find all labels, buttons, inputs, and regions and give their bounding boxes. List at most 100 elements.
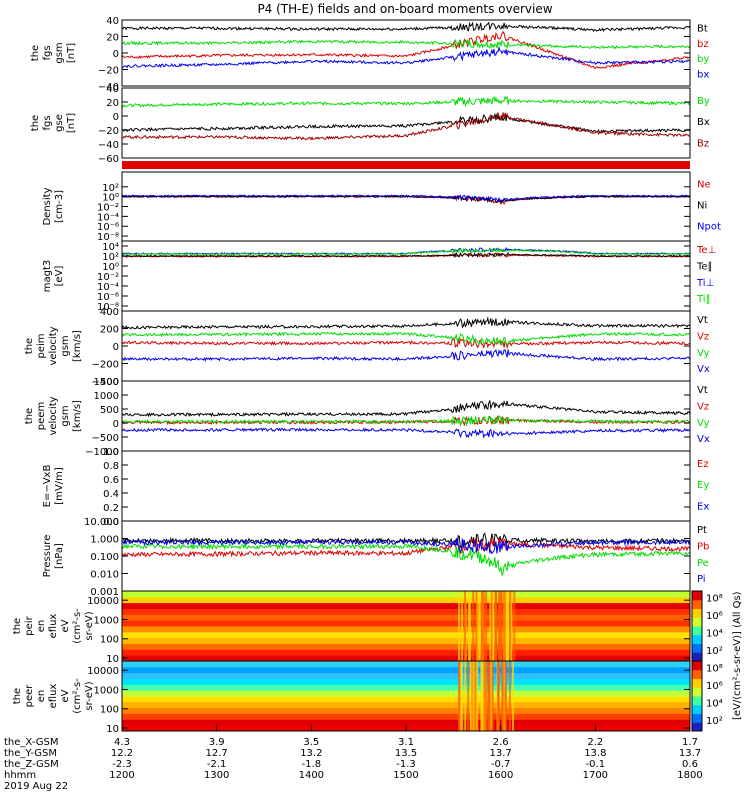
heatmap-stripe xyxy=(468,591,470,661)
colorbar-swatch xyxy=(692,626,702,636)
x-tick-label: 1300 xyxy=(204,770,229,781)
heatmap-band xyxy=(122,701,690,709)
series-fgs-Bt xyxy=(121,21,691,33)
y-tick-label: 1500 xyxy=(94,377,119,388)
series-pressure-Pi xyxy=(121,537,691,555)
heatmap-band xyxy=(122,649,690,656)
y-tick-label: 10⁰ xyxy=(102,193,119,204)
heatmap-band xyxy=(122,707,690,714)
heatmap-stripe xyxy=(481,661,484,731)
y-tick-label: 1.0 xyxy=(103,447,119,458)
x-tick-label: 3.9 xyxy=(209,737,225,748)
y-tick-label: 40 xyxy=(106,84,119,95)
legend-bz: bz xyxy=(697,39,709,50)
series-fgs-bx xyxy=(121,45,691,69)
legend-Ey: Ey xyxy=(697,480,709,491)
heatmap-stripe xyxy=(492,591,495,661)
x-row-label: 2019 Aug 22 xyxy=(4,781,68,792)
heatmap-stripe xyxy=(490,661,493,731)
series-temperature-Te∥ xyxy=(121,251,691,258)
y-axis-label: (cm²-s- xyxy=(72,678,83,714)
heatmap-stripe xyxy=(481,591,483,661)
y-tick-label: 0.6 xyxy=(103,475,119,486)
y-tick-label: −60 xyxy=(98,154,119,165)
heatmap-stripe xyxy=(472,591,475,661)
panel-peem_velocity: 1500 1000 500 0 −500 −1000 the peem velocity gsm[… xyxy=(24,377,710,458)
colorbar-swatch xyxy=(692,617,702,627)
y-axis-label: [eV] xyxy=(54,266,65,287)
y-axis-label: the xyxy=(30,45,41,61)
y-axis-label: eV xyxy=(60,619,71,632)
heatmap-stripe xyxy=(512,661,514,731)
x-tick-label: 13.7 xyxy=(679,748,701,759)
heatmap-stripe xyxy=(471,661,474,731)
y-axis-label: gse xyxy=(54,114,65,132)
x-tick-label: 1600 xyxy=(488,770,513,781)
y-axis-label: sr-eV) xyxy=(84,611,95,640)
legend-By: By xyxy=(697,96,710,107)
x-tick-label: 1200 xyxy=(109,770,134,781)
x-tick-label: 13.5 xyxy=(395,748,417,759)
colorbar-tick-label: 10⁴ xyxy=(706,629,723,640)
colorbar-0: 10⁸ 10⁶ 10⁴ 10² xyxy=(691,590,723,662)
heatmap-band xyxy=(122,690,690,697)
colorbar-tick-label: 10⁶ xyxy=(706,681,723,692)
y-axis-label: gsm xyxy=(60,335,71,356)
heatmap-band xyxy=(122,614,690,621)
heatmap-stripe xyxy=(485,591,488,661)
colorbar-swatch xyxy=(692,608,702,618)
x-row-label: the_Y-GSM xyxy=(4,748,57,759)
y-axis-label: E=−VxB xyxy=(42,465,53,508)
legend-Ez: Ez xyxy=(697,459,709,470)
y-tick-label: 500 xyxy=(100,405,119,416)
heatmap-stripe xyxy=(464,661,467,731)
heatmap-stripe xyxy=(497,591,500,661)
colorbar-swatch xyxy=(692,599,702,609)
series-peim_velocity-Vx xyxy=(121,348,691,362)
panel-peir_energy_flux: 10000 1000 100 10 the peir en eflux eV (cm²-s-sr-… xyxy=(12,590,691,665)
heatmap-stripe xyxy=(461,661,464,731)
series-pressure-Pe xyxy=(121,542,691,577)
series-temperature-Ti∥ xyxy=(121,246,691,256)
series-pressure-Pb xyxy=(121,537,691,558)
y-axis-label: fgs xyxy=(42,115,53,130)
heatmap-stripe xyxy=(513,591,516,661)
y-tick-label: 10² xyxy=(102,252,119,263)
legend-Pb: Pb xyxy=(697,541,709,552)
x-tick-label: 1.7 xyxy=(682,737,698,748)
legend-Vt: Vt xyxy=(697,315,708,326)
heatmap-band xyxy=(122,661,690,668)
y-axis-label: the xyxy=(30,115,41,131)
legend-Vz: Vz xyxy=(697,401,709,412)
colorbar-swatch xyxy=(692,652,702,662)
colorbar-swatch xyxy=(692,643,702,653)
colorbar-tick-label: 10⁴ xyxy=(706,699,723,710)
heatmap-stripe xyxy=(483,661,486,731)
legend-Ex: Ex xyxy=(697,501,709,512)
y-axis-label: the xyxy=(12,688,23,704)
heatmap-band xyxy=(122,602,690,609)
legend-bx: bx xyxy=(697,70,709,81)
x-row-label: the_X-GSM xyxy=(4,737,58,748)
x-tick-label: 0.6 xyxy=(682,759,698,770)
y-tick-label: 400 xyxy=(100,307,119,318)
y-tick-label: 10 xyxy=(106,724,119,735)
legend-Vz: Vz xyxy=(697,331,709,342)
colorbar-swatch xyxy=(692,713,702,723)
y-tick-label: 10 xyxy=(106,654,119,665)
panel-frame xyxy=(121,380,691,452)
heatmap-band xyxy=(122,631,690,639)
x-tick-label: 3.1 xyxy=(398,737,414,748)
heatmap-stripe xyxy=(472,661,475,731)
y-axis-label: [km/s] xyxy=(72,400,83,432)
series-peim_velocity-Vt xyxy=(121,316,691,330)
heatmap-band xyxy=(122,678,690,685)
series-fgs_gse-By xyxy=(121,95,691,108)
x-tick-label: 1800 xyxy=(677,770,702,781)
y-axis-label: sr-eV) xyxy=(84,681,95,710)
colorbar-swatch xyxy=(692,669,702,679)
y-tick-label: 1000 xyxy=(94,685,119,696)
y-axis-label: the xyxy=(24,338,35,354)
